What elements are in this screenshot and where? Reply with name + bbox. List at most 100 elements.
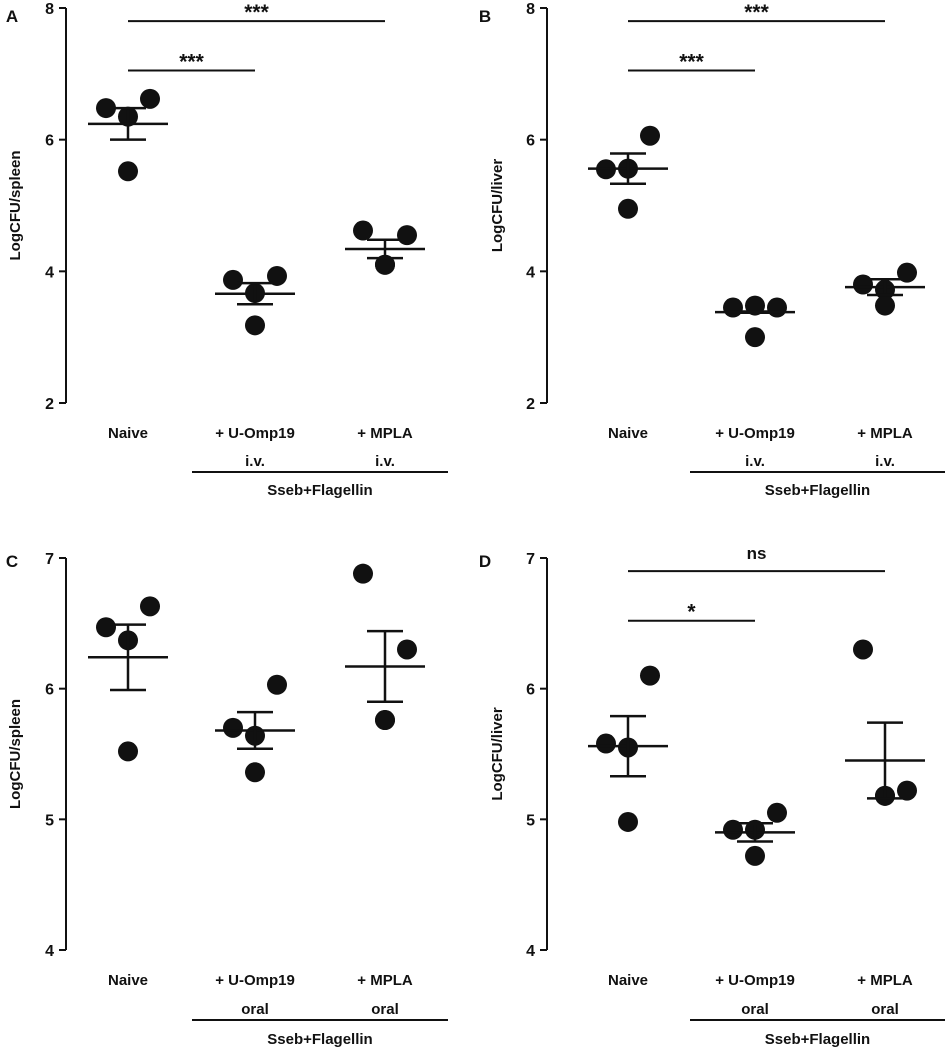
category-label: Naive xyxy=(108,972,148,989)
y-tick-label: 6 xyxy=(526,682,535,699)
data-point xyxy=(745,845,765,866)
y-axis-label: LogCFU/liver xyxy=(489,707,506,801)
category-label: Naive xyxy=(608,972,648,989)
data-point xyxy=(745,327,765,348)
data-point xyxy=(140,596,160,617)
panel-c: C 4 5 6 7 LogCFU/spleen Naive + U-Omp19 oral + MP… xyxy=(6,551,448,1048)
y-tick-label: 4 xyxy=(526,264,535,281)
data-point xyxy=(140,88,160,109)
panel-letter: B xyxy=(479,7,491,26)
significance-label: * xyxy=(687,601,696,624)
y-tick-label: 6 xyxy=(45,133,54,150)
category-label: + U-Omp19 xyxy=(715,425,795,442)
route-label: oral xyxy=(371,1001,399,1018)
series-3 xyxy=(845,262,925,316)
y-tick-label: 2 xyxy=(526,396,535,413)
data-point xyxy=(353,563,373,584)
data-point xyxy=(375,254,395,275)
data-point xyxy=(118,741,138,762)
category-label: + MPLA xyxy=(857,425,913,442)
data-point xyxy=(96,617,116,638)
route-label: oral xyxy=(871,1001,899,1018)
data-point xyxy=(375,710,395,731)
data-point xyxy=(118,161,138,182)
data-point xyxy=(596,733,616,754)
significance-label: *** xyxy=(679,51,704,74)
data-point xyxy=(767,297,787,318)
series-1 xyxy=(88,88,168,182)
panel-d: D 4 5 6 7 LogCFU/liver Naive + U-Omp19 oral + MPL… xyxy=(479,544,945,1048)
data-point xyxy=(245,315,265,336)
y-tick-label: 4 xyxy=(45,264,54,281)
series-1 xyxy=(588,125,668,219)
significance-label: ns xyxy=(747,544,767,563)
group-label: Sseb+Flagellin xyxy=(765,482,870,499)
data-point xyxy=(897,262,917,283)
panel-letter: A xyxy=(6,7,18,26)
series-3 xyxy=(345,563,425,731)
series-2 xyxy=(715,802,795,866)
series-1 xyxy=(88,596,168,762)
data-point xyxy=(267,265,287,286)
significance-label: *** xyxy=(179,51,204,74)
data-point xyxy=(618,811,638,832)
y-tick-label: 5 xyxy=(45,812,54,829)
category-label: + U-Omp19 xyxy=(215,425,295,442)
category-label: + U-Omp19 xyxy=(215,972,295,989)
data-point xyxy=(397,639,417,660)
data-point xyxy=(853,274,873,295)
route-label: oral xyxy=(241,1001,269,1018)
series-3 xyxy=(345,220,425,275)
group-label: Sseb+Flagellin xyxy=(765,1031,870,1048)
data-point xyxy=(875,295,895,316)
data-point xyxy=(767,802,787,823)
series-2 xyxy=(715,295,795,348)
category-label: Naive xyxy=(608,425,648,442)
data-point xyxy=(397,225,417,246)
series-1 xyxy=(588,665,668,832)
y-tick-label: 8 xyxy=(45,1,54,18)
y-tick-label: 2 xyxy=(45,396,54,413)
series-2 xyxy=(215,265,295,336)
y-tick-label: 8 xyxy=(526,1,535,18)
category-label: + U-Omp19 xyxy=(715,972,795,989)
data-point xyxy=(723,297,743,318)
y-tick-label: 4 xyxy=(526,943,535,960)
route-label: oral xyxy=(741,1001,769,1018)
route-label: i.v. xyxy=(245,453,265,470)
y-tick-label: 4 xyxy=(45,943,54,960)
panel-letter: C xyxy=(6,552,18,571)
y-tick-label: 7 xyxy=(45,551,54,568)
panel-letter: D xyxy=(479,552,491,571)
data-point xyxy=(723,819,743,840)
category-label: + MPLA xyxy=(357,972,413,989)
data-point xyxy=(640,665,660,686)
series-3 xyxy=(845,639,925,806)
y-tick-label: 7 xyxy=(526,551,535,568)
y-axis-label: LogCFU/liver xyxy=(489,159,506,253)
data-point xyxy=(245,762,265,783)
series-2 xyxy=(215,674,295,783)
data-point xyxy=(267,674,287,695)
route-label: i.v. xyxy=(875,453,895,470)
y-tick-label: 6 xyxy=(526,133,535,150)
significance-label: *** xyxy=(244,1,269,24)
group-label: Sseb+Flagellin xyxy=(267,1031,372,1048)
data-point xyxy=(96,98,116,119)
y-tick-label: 6 xyxy=(45,682,54,699)
data-point xyxy=(897,780,917,801)
y-axis-label: LogCFU/spleen xyxy=(7,699,24,809)
data-point xyxy=(640,125,660,146)
data-point xyxy=(223,717,243,738)
data-point xyxy=(853,639,873,660)
panel-b: B 2 4 6 8 LogCFU/liver Naive + U-Omp19 i.v. + MPL… xyxy=(479,1,945,499)
category-label: Naive xyxy=(108,425,148,442)
route-label: i.v. xyxy=(745,453,765,470)
group-label: Sseb+Flagellin xyxy=(267,482,372,499)
y-axis-label: LogCFU/spleen xyxy=(7,150,24,260)
category-label: + MPLA xyxy=(357,425,413,442)
panel-a: A 2 4 6 8 LogCFU/spleen Naive + U-Omp19 i.v. + MP… xyxy=(6,1,448,499)
data-point xyxy=(353,220,373,241)
y-tick-label: 5 xyxy=(526,812,535,829)
